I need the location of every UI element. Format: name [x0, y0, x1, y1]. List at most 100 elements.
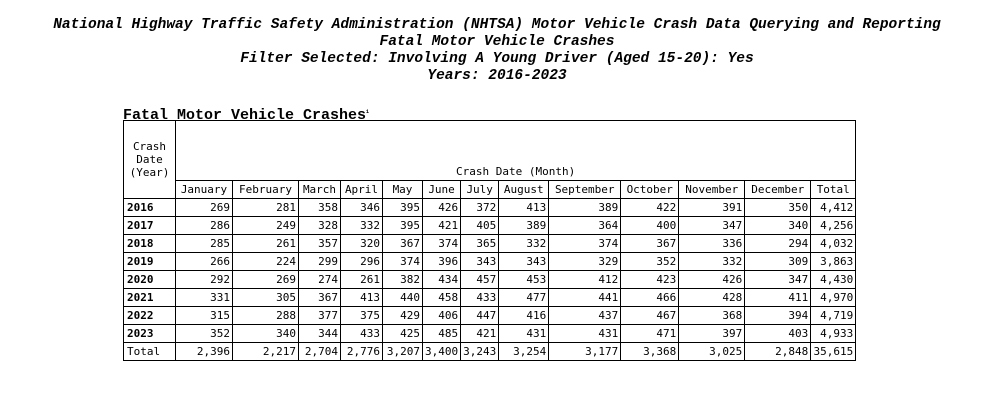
- total-cell: 3,207: [382, 342, 423, 361]
- value-cell: 431: [548, 324, 622, 343]
- table-row: 2018 285 261 357 320 367 374 365 332 374 367 336 294…: [123, 234, 857, 253]
- value-cell: 269: [175, 198, 233, 217]
- value-cell: 433: [460, 288, 500, 307]
- value-cell: 400: [620, 216, 680, 235]
- year-cell: 2018: [123, 234, 176, 253]
- value-cell: 4,430: [810, 270, 857, 289]
- table-title: Fatal Motor Vehicle Crashes1: [123, 104, 369, 124]
- column-header: December: [744, 180, 812, 199]
- value-cell: 4,256: [810, 216, 857, 235]
- value-cell: 391: [678, 198, 746, 217]
- value-cell: 299: [298, 252, 341, 271]
- value-cell: 395: [382, 216, 423, 235]
- value-cell: 4,719: [810, 306, 857, 325]
- value-cell: 292: [175, 270, 233, 289]
- value-cell: 305: [232, 288, 299, 307]
- value-cell: 269: [232, 270, 299, 289]
- value-cell: 368: [678, 306, 746, 325]
- year-cell: 2016: [123, 198, 176, 217]
- value-cell: 281: [232, 198, 299, 217]
- total-cell: 3,243: [460, 342, 500, 361]
- value-cell: 4,970: [810, 288, 857, 307]
- table-row: 2023 352 340 344 433 425 485 421 431 431 471 397 403…: [123, 324, 857, 343]
- table-row: 2021 331 305 367 413 440 458 433 477 441 466 428 411…: [123, 288, 857, 307]
- value-cell: 416: [498, 306, 550, 325]
- value-cell: 343: [460, 252, 500, 271]
- value-cell: 403: [744, 324, 812, 343]
- column-header-row: January February March April May June July Augu…: [124, 180, 857, 199]
- value-cell: 377: [298, 306, 341, 325]
- value-cell: 367: [382, 234, 423, 253]
- value-cell: 352: [175, 324, 233, 343]
- value-cell: 434: [421, 270, 462, 289]
- total-cell: 35,615: [810, 342, 857, 361]
- value-cell: 382: [382, 270, 423, 289]
- total-cell: 3,025: [678, 342, 746, 361]
- value-cell: 453: [498, 270, 550, 289]
- value-cell: 425: [382, 324, 423, 343]
- value-cell: 374: [421, 234, 462, 253]
- total-cell: 3,177: [548, 342, 622, 361]
- column-header: April: [340, 180, 383, 199]
- value-cell: 375: [340, 306, 383, 325]
- table-footer: Total 2,396 2,217 2,704 2,776 3,207 3,400 3,243…: [123, 342, 857, 361]
- year-cell: 2020: [123, 270, 176, 289]
- row-header-line-2: Date: [136, 153, 163, 166]
- year-cell: 2021: [123, 288, 176, 307]
- value-cell: 347: [678, 216, 746, 235]
- table-row: 2020 292 269 274 261 382 434 457 453 412 423 426 347…: [123, 270, 857, 289]
- value-cell: 320: [340, 234, 383, 253]
- value-cell: 394: [744, 306, 812, 325]
- value-cell: 406: [421, 306, 462, 325]
- value-cell: 429: [382, 306, 423, 325]
- table-row: 2022 315 288 377 375 429 406 447 416 437 467 368 394…: [123, 306, 857, 325]
- value-cell: 261: [232, 234, 299, 253]
- value-cell: 358: [298, 198, 341, 217]
- value-cell: 441: [548, 288, 622, 307]
- column-header: May: [382, 180, 423, 199]
- value-cell: 365: [460, 234, 500, 253]
- total-row: Total 2,396 2,217 2,704 2,776 3,207 3,400 3,243…: [123, 342, 857, 361]
- value-cell: 224: [232, 252, 299, 271]
- total-cell: 3,400: [421, 342, 462, 361]
- column-header: March: [298, 180, 341, 199]
- value-cell: 329: [548, 252, 622, 271]
- value-cell: 266: [175, 252, 233, 271]
- total-cell: 3,368: [620, 342, 680, 361]
- value-cell: 261: [340, 270, 383, 289]
- value-cell: 421: [460, 324, 500, 343]
- value-cell: 364: [548, 216, 622, 235]
- year-cell: 2023: [123, 324, 176, 343]
- table-body: 2016 269 281 358 346 395 426 372 413 389 422 391 350…: [123, 198, 857, 343]
- value-cell: 440: [382, 288, 423, 307]
- table-row: 2017 286 249 328 332 395 421 405 389 364 400 347 340…: [123, 216, 857, 235]
- value-cell: 4,933: [810, 324, 857, 343]
- column-header: January: [175, 180, 233, 199]
- value-cell: 296: [340, 252, 383, 271]
- row-header: Crash Date (Year): [123, 120, 176, 199]
- value-cell: 294: [744, 234, 812, 253]
- crash-data-table: Crash Date (Year) Crash Date (Month) Jan…: [123, 120, 857, 361]
- value-cell: 3,863: [810, 252, 857, 271]
- value-cell: 4,032: [810, 234, 857, 253]
- total-cell: 2,217: [232, 342, 299, 361]
- value-cell: 412: [548, 270, 622, 289]
- value-cell: 447: [460, 306, 500, 325]
- footnote-mark: 1: [366, 109, 370, 115]
- value-cell: 477: [498, 288, 550, 307]
- value-cell: 350: [744, 198, 812, 217]
- year-cell: 2022: [123, 306, 176, 325]
- value-cell: 431: [498, 324, 550, 343]
- value-cell: 413: [498, 198, 550, 217]
- value-cell: 467: [620, 306, 680, 325]
- value-cell: 457: [460, 270, 500, 289]
- total-cell: 2,848: [744, 342, 812, 361]
- value-cell: 336: [678, 234, 746, 253]
- total-label: Total: [123, 342, 176, 361]
- column-header: November: [678, 180, 746, 199]
- value-cell: 328: [298, 216, 341, 235]
- value-cell: 357: [298, 234, 341, 253]
- value-cell: 423: [620, 270, 680, 289]
- value-cell: 274: [298, 270, 341, 289]
- value-cell: 367: [620, 234, 680, 253]
